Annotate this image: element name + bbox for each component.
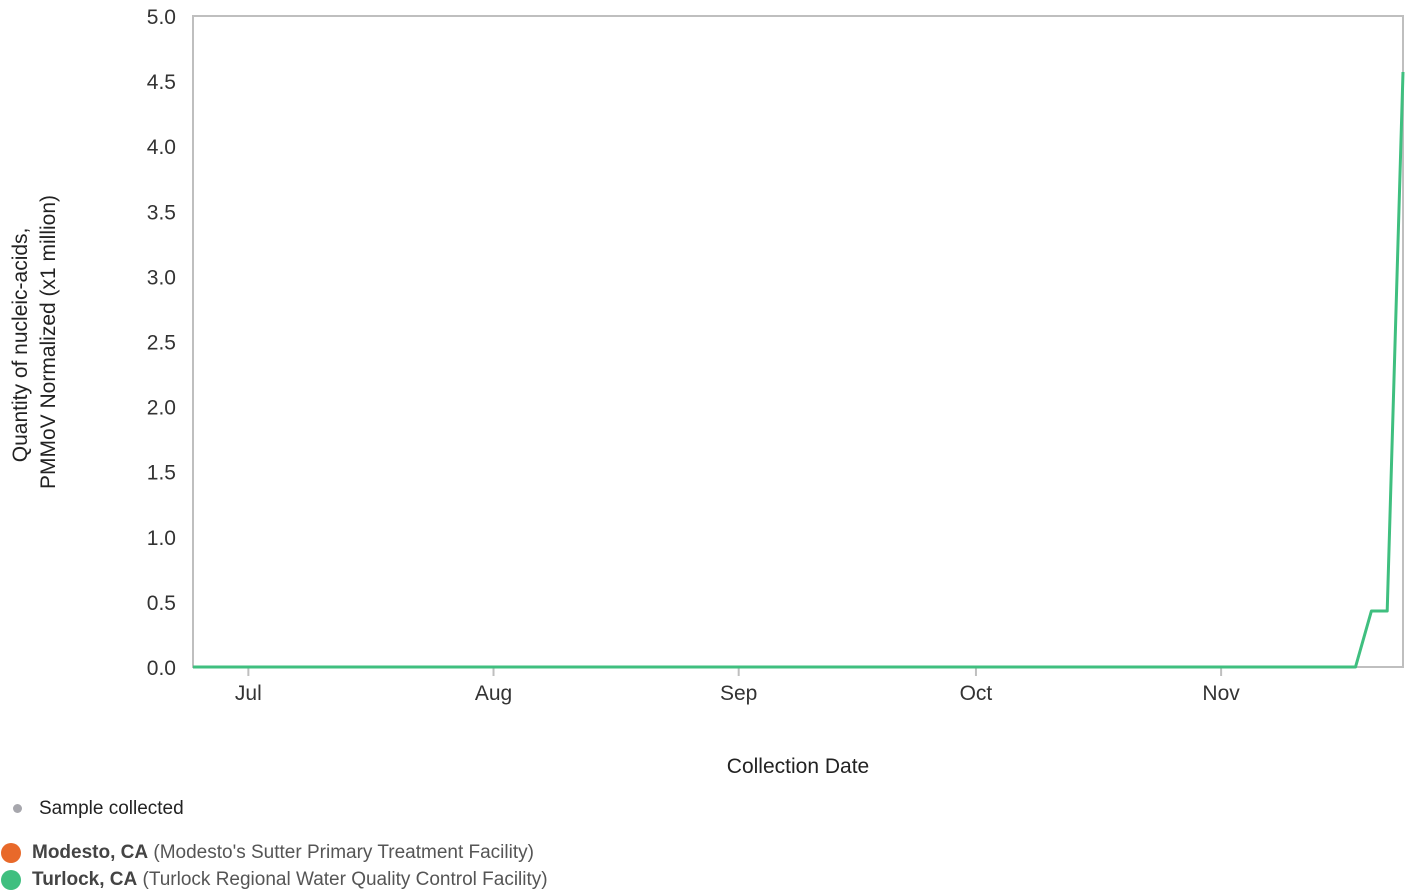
sample-dot-icon <box>13 804 22 814</box>
y-tick-label: 5.0 <box>147 6 176 29</box>
x-axis-title: Collection Date <box>727 755 869 778</box>
y-tick-label: 0.5 <box>147 592 176 615</box>
y-axis-title-line-1: Quantity of nucleic-acids, <box>9 228 32 463</box>
x-tick-label: Oct <box>960 682 993 705</box>
legend-site-name: Turlock, CA <box>32 869 138 890</box>
y-tick-label: 1.0 <box>147 527 176 550</box>
series-lines <box>193 71 1405 669</box>
plot-area <box>192 15 1404 668</box>
y-tick-label: 2.5 <box>147 332 176 355</box>
y-tick-label: 2.0 <box>147 397 176 420</box>
y-tick-label: 0.0 <box>147 657 176 680</box>
legend-sample-collected: Sample collected <box>13 798 184 820</box>
y-tick-label: 4.5 <box>147 71 176 94</box>
y-tick-label: 1.5 <box>147 462 176 485</box>
x-axis-ticks: Jul Aug Sep Oct Nov <box>235 667 1240 705</box>
legend-site-name: Modesto, CA <box>32 842 149 863</box>
modesto-color-dot-icon <box>1 842 21 863</box>
x-tick-label: Jul <box>235 682 262 705</box>
x-tick-label: Aug <box>475 682 512 705</box>
y-axis-title-line-2: PMMoV Normalized (x1 million) <box>37 195 60 489</box>
legend-sample-label: Sample collected <box>39 798 184 819</box>
y-tick-label: 3.5 <box>147 201 176 224</box>
y-tick-label: 4.0 <box>147 136 176 159</box>
legend-item-turlock[interactable]: Turlock, CA (Turlock Regional Water Qual… <box>1 869 548 891</box>
turlock-color-dot-icon <box>1 869 21 890</box>
legend-site-facility: (Turlock Regional Water Quality Control … <box>142 869 548 890</box>
y-tick-label: 3.0 <box>147 266 176 289</box>
x-tick-label: Sep <box>720 682 757 705</box>
legend-item-modesto[interactable]: Modesto, CA (Modesto's Sutter Primary Tr… <box>1 842 534 864</box>
x-tick-label: Nov <box>1202 682 1240 705</box>
y-axis-ticks: 0.0 0.5 1.0 1.5 2.0 2.5 3.0 3.5 4.0 4.5 5.0 <box>147 6 176 680</box>
series-line-turlock-ca <box>193 71 1405 669</box>
y-axis-title: Quantity of nucleic-acids, PMMoV Normali… <box>9 195 60 489</box>
legend-site-facility: (Modesto's Sutter Primary Treatment Faci… <box>153 842 534 863</box>
